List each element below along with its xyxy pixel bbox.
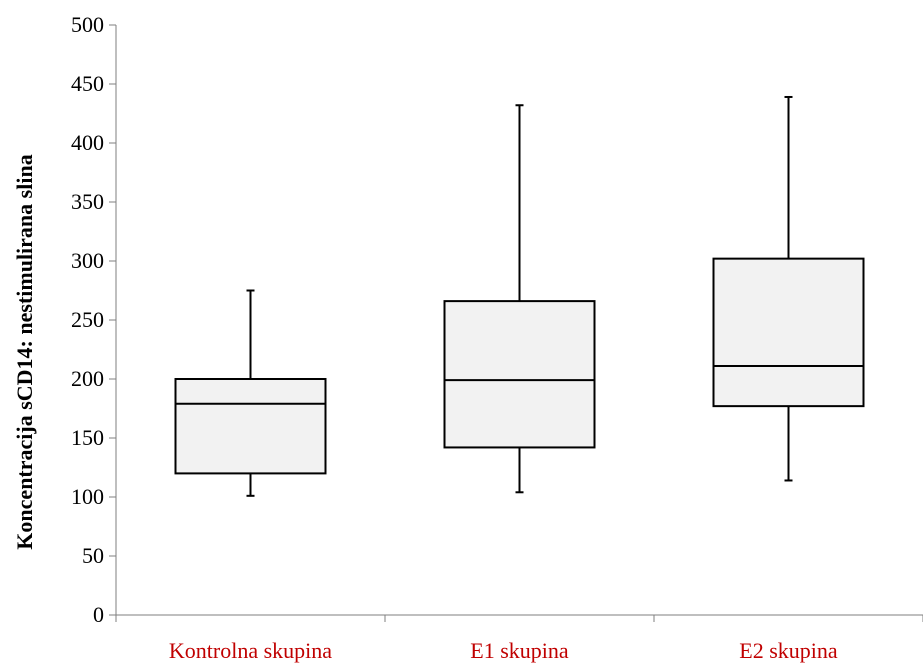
y-axis-label: Koncentracija sCD14: nestimulirana slina (12, 154, 37, 549)
box-1 (174, 289, 327, 497)
iqr-box (443, 300, 596, 449)
category-label: Kontrolna skupina (169, 638, 332, 663)
iqr-box (174, 378, 327, 475)
y-tick-label: 0 (93, 602, 104, 627)
x-axis (115, 614, 923, 622)
y-axis: 0 50 100 150 200 250 300 350 400 450 500 (71, 12, 117, 627)
y-tick-label: 400 (71, 130, 104, 155)
y-tick-label: 250 (71, 307, 104, 332)
y-tick-label: 50 (82, 543, 104, 568)
y-tick-label: 100 (71, 484, 104, 509)
y-tick-label: 200 (71, 366, 104, 391)
category-label: E1 skupina (470, 638, 569, 663)
y-tick-label: 150 (71, 425, 104, 450)
box-series (174, 95, 865, 497)
category-labels: Kontrolna skupina E1 skupina E2 skupina (169, 638, 838, 663)
box-2 (443, 104, 596, 494)
box-3 (712, 95, 865, 482)
y-tick-label: 500 (71, 12, 104, 37)
y-tick-label: 350 (71, 189, 104, 214)
y-tick-label: 450 (71, 71, 104, 96)
category-label: E2 skupina (739, 638, 838, 663)
y-tick-label: 300 (71, 248, 104, 273)
iqr-box (712, 257, 865, 408)
